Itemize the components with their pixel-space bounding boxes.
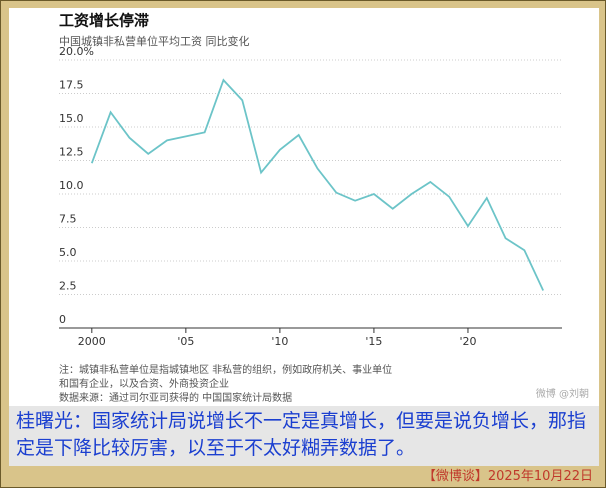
y-tick-label: 20.0% [59,45,94,58]
watermark: 微博 @刘朝 [536,387,589,400]
note: 数据来源：通过司尔亚司获得的 中国国家统计局数据 [59,391,292,404]
x-tick-label: '05 [177,335,194,348]
x-tick-label: '15 [365,335,382,348]
y-tick-label: 12.5 [59,146,84,159]
y-tick-label: 17.5 [59,79,84,92]
x-tick-label: '20 [459,335,476,348]
line [90,78,545,291]
y-tick-label: 10.0 [59,179,84,192]
note: 注：城镇非私营单位是指城镇地区 非私营的组织，例如政府机关、事业单位 [59,363,392,376]
chart-subtitle: 中国城镇非私营单位平均工资 同比变化 [59,34,250,48]
x-tick-label: '10 [271,335,288,348]
x-tick-label: 2000 [78,335,106,348]
y-tick-label: 2.5 [59,280,77,293]
y-tick-label: 7.5 [59,213,77,226]
note: 和国有企业，以及合资、外商投资企业 [59,377,229,390]
y-tick-label: 0 [59,313,66,326]
y-tick-label: 15.0 [59,112,84,125]
y-tick-label: 5.0 [59,246,77,259]
chart: 工资增长停滞 中国城镇非私营单位平均工资 同比变化 注：城镇非私营单位是指城镇地… [9,8,599,406]
caption: 桂曙光：国家统计局说增长不一定是真增长，但要是说负增长，那指定是下降比较厉害，以… [9,406,599,466]
chart-title: 工资增长停滞 [59,12,149,30]
footer: 【微博谈】2025年10月22日 [422,469,593,484]
